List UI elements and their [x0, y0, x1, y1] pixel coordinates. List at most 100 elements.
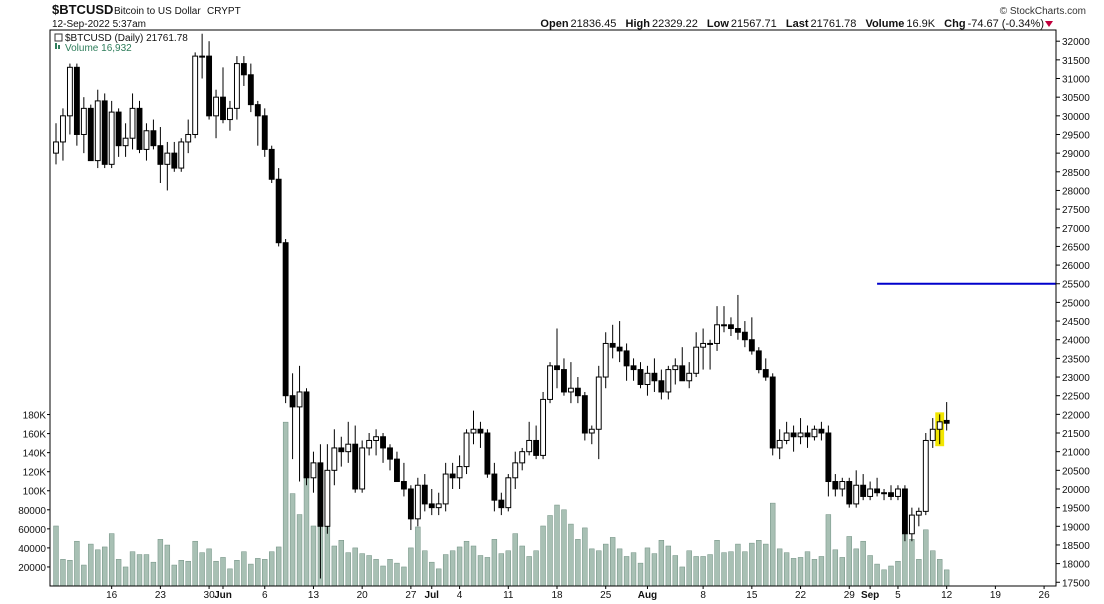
candle-body: [157, 145, 164, 165]
candle-body: [936, 421, 943, 430]
volume-bar: [234, 560, 240, 587]
candle-body: [630, 365, 637, 371]
candle-body: [505, 477, 512, 509]
candle-body: [901, 488, 908, 535]
volume-bar: [74, 540, 80, 587]
candle-body: [665, 369, 672, 393]
volume-bar: [811, 559, 818, 587]
candle-body: [519, 451, 526, 464]
volume-label: Volume: [865, 18, 905, 30]
volume-bar: [415, 526, 421, 587]
candle-body: [498, 499, 505, 509]
price-tick-label: 29000: [1062, 149, 1090, 160]
high-label: High: [625, 18, 650, 30]
candle-body: [331, 447, 338, 471]
candle-body: [651, 372, 658, 382]
price-tick-label: 25500: [1062, 280, 1090, 291]
candle-body: [533, 439, 540, 456]
volume-bar: [603, 543, 609, 587]
price-tick-label: 25000: [1062, 298, 1090, 309]
price-tick-label: 28500: [1062, 168, 1090, 179]
volume-tick-label: 180K: [23, 411, 47, 422]
candle-body: [115, 111, 122, 147]
candle-body: [595, 376, 602, 430]
volume-bar: [505, 550, 511, 587]
candle-body: [247, 74, 254, 106]
candle-body: [686, 372, 693, 382]
candle-body: [567, 387, 574, 393]
volume-bar: [220, 557, 226, 587]
candle-body: [359, 447, 366, 490]
volume-bar: [582, 527, 588, 587]
volume-bar: [540, 525, 546, 587]
candle-body: [338, 447, 345, 453]
candle-body: [728, 324, 734, 330]
candle-body: [693, 346, 700, 374]
candle-body: [762, 369, 769, 378]
volume-bar: [895, 560, 901, 587]
date-tick-label: 18: [551, 590, 563, 601]
volume-bar: [770, 502, 776, 587]
volume-bar: [533, 550, 539, 587]
candle-body: [867, 488, 874, 497]
candle-body: [491, 473, 498, 501]
candle-body: [818, 428, 825, 434]
volume-tick-label: 140K: [23, 449, 47, 460]
date-tick-label: 12: [941, 590, 953, 601]
candle-body: [373, 436, 380, 441]
candle-body: [602, 342, 609, 378]
candle-body: [929, 428, 936, 441]
volume-bar: [275, 546, 282, 587]
date-tick-label: 23: [155, 590, 167, 601]
exchange-label: CRYPT: [207, 6, 241, 17]
volume-bar: [164, 544, 171, 587]
volume-tick-label: 120K: [23, 468, 47, 479]
volume-bar: [589, 548, 595, 587]
volume-bar: [95, 549, 101, 587]
volume-bar: [143, 554, 150, 587]
date-tick-label: 29: [844, 590, 856, 601]
volume-bar: [387, 559, 393, 587]
volume-bar: [867, 555, 873, 587]
candle-body: [825, 432, 832, 483]
price-tick-label: 22500: [1062, 392, 1090, 403]
volume-bar: [456, 546, 463, 587]
candle-body: [143, 130, 150, 150]
date-tick-label: 11: [503, 590, 514, 601]
volume-bar: [192, 540, 198, 587]
candle-body: [804, 432, 811, 438]
candle-body: [324, 469, 331, 527]
candle-body: [755, 350, 762, 371]
candle-body: [282, 242, 289, 397]
candle-body: [658, 380, 665, 393]
date-tick-label: Jun: [214, 590, 232, 601]
volume-bar: [637, 562, 644, 587]
candle-body: [394, 458, 400, 483]
candle-body: [407, 488, 414, 520]
candle-body: [435, 503, 442, 509]
candle-body: [303, 391, 310, 479]
candle-body: [477, 428, 484, 434]
candle-body: [129, 107, 136, 139]
volume-bar: [700, 556, 706, 587]
candle-body: [846, 481, 853, 505]
candle-body: [637, 369, 644, 385]
candle-body: [199, 55, 206, 58]
candle-body: [414, 484, 421, 520]
volume-axis: 20000 40000 60000 80000 100K 120K 140K 160K 180K: [18, 411, 50, 574]
volume-bar: [491, 539, 498, 587]
volume-bar: [825, 514, 832, 587]
volume-bar: [937, 559, 943, 587]
volume-bar: [651, 553, 658, 587]
candle-body: [540, 398, 547, 456]
candle-body: [456, 466, 463, 479]
candle-body: [101, 100, 108, 165]
volume-bar: [756, 540, 762, 587]
volume-bar: [749, 542, 755, 587]
volume-bar: [255, 558, 261, 587]
volume-bar: [296, 514, 303, 587]
volume-bar: [310, 525, 317, 587]
candle-body: [853, 484, 860, 505]
volume-bar: [81, 564, 87, 587]
volume-bar: [923, 529, 929, 587]
